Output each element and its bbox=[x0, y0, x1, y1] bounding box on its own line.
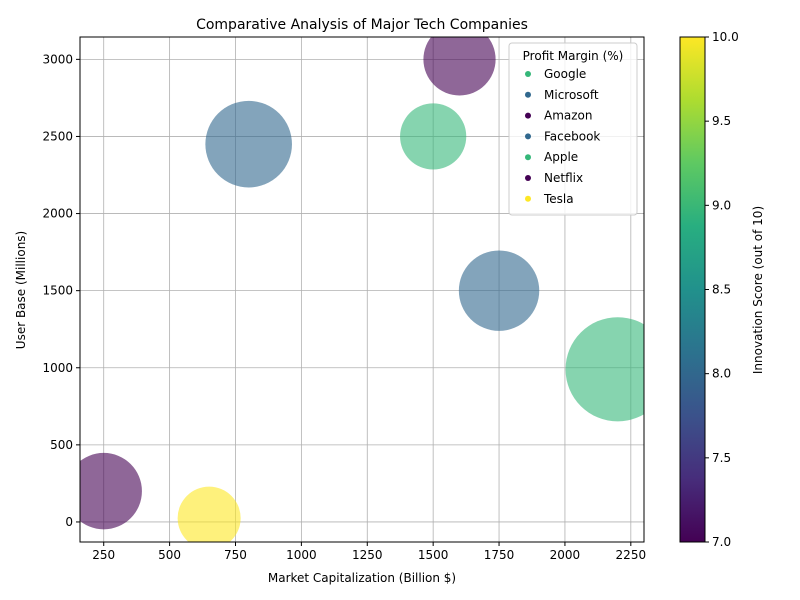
x-tick-label: 2250 bbox=[616, 548, 647, 562]
legend-marker bbox=[525, 196, 531, 202]
legend-entry-netflix: Netflix bbox=[544, 171, 583, 185]
legend-entry-microsoft: Microsoft bbox=[544, 88, 599, 102]
colorbar-tick-label: 7.5 bbox=[712, 451, 731, 465]
x-tick-label: 250 bbox=[92, 548, 115, 562]
x-axis: 250 500 750 1000 1250 1500 1750 2000 2250 bbox=[92, 542, 646, 562]
x-axis-label: Market Capitalization (Billion $) bbox=[268, 571, 456, 585]
y-tick-label: 500 bbox=[50, 438, 73, 452]
y-tick-label: 0 bbox=[65, 515, 73, 529]
legend-marker bbox=[525, 92, 531, 98]
y-axis-label: User Base (Millions) bbox=[14, 231, 28, 349]
y-tick-label: 3000 bbox=[42, 52, 73, 66]
bubble-tesla bbox=[178, 487, 241, 550]
legend-marker bbox=[525, 133, 531, 139]
y-tick-label: 1000 bbox=[42, 361, 73, 375]
colorbar-tick-label: 10.0 bbox=[712, 30, 739, 44]
bubble-microsoft bbox=[459, 250, 539, 330]
colorbar-label: Innovation Score (out of 10) bbox=[751, 206, 765, 374]
legend-title: Profit Margin (%) bbox=[523, 49, 624, 63]
bubble-amazon bbox=[423, 23, 495, 95]
x-tick-label: 500 bbox=[158, 548, 181, 562]
legend-marker bbox=[525, 175, 531, 181]
y-tick-label: 2000 bbox=[42, 207, 73, 221]
y-tick-label: 1500 bbox=[42, 284, 73, 298]
x-tick-label: 1000 bbox=[286, 548, 317, 562]
y-tick-label: 2500 bbox=[42, 129, 73, 143]
colorbar-tick-label: 8.5 bbox=[712, 283, 731, 297]
colorbar-tick-label: 9.0 bbox=[712, 198, 731, 212]
y-axis: 0 500 1000 1500 2000 2500 3000 bbox=[42, 52, 80, 529]
legend-entry-apple: Apple bbox=[544, 150, 578, 164]
x-tick-label: 1750 bbox=[484, 548, 515, 562]
legend-entry-tesla: Tesla bbox=[543, 192, 574, 206]
x-tick-label: 1250 bbox=[352, 548, 383, 562]
colorbar-tick-label: 7.0 bbox=[712, 535, 731, 549]
colorbar-tick-label: 9.5 bbox=[712, 114, 731, 128]
colorbar-tick-label: 8.0 bbox=[712, 367, 731, 381]
legend-marker bbox=[525, 154, 531, 160]
chart-title: Comparative Analysis of Major Tech Compa… bbox=[196, 17, 528, 33]
legend-marker bbox=[525, 71, 531, 77]
legend-entry-google: Google bbox=[544, 67, 586, 81]
bubble-facebook bbox=[205, 101, 292, 188]
x-tick-label: 2000 bbox=[550, 548, 581, 562]
legend-entry-amazon: Amazon bbox=[544, 109, 593, 123]
colorbar: 7.0 7.5 8.0 8.5 9.0 9.5 10.0 Innovation Score … bbox=[680, 30, 765, 549]
legend-entry-facebook: Facebook bbox=[544, 129, 600, 143]
x-tick-label: 1500 bbox=[418, 548, 449, 562]
colorbar-gradient bbox=[680, 37, 705, 542]
legend: Profit Margin (%) Google Microsoft Amazon F… bbox=[509, 43, 637, 215]
bubble-netflix bbox=[66, 453, 142, 529]
bubble-google bbox=[400, 103, 466, 169]
bubble-apple bbox=[566, 317, 670, 421]
x-tick-label: 750 bbox=[224, 548, 247, 562]
legend-marker bbox=[525, 113, 531, 119]
